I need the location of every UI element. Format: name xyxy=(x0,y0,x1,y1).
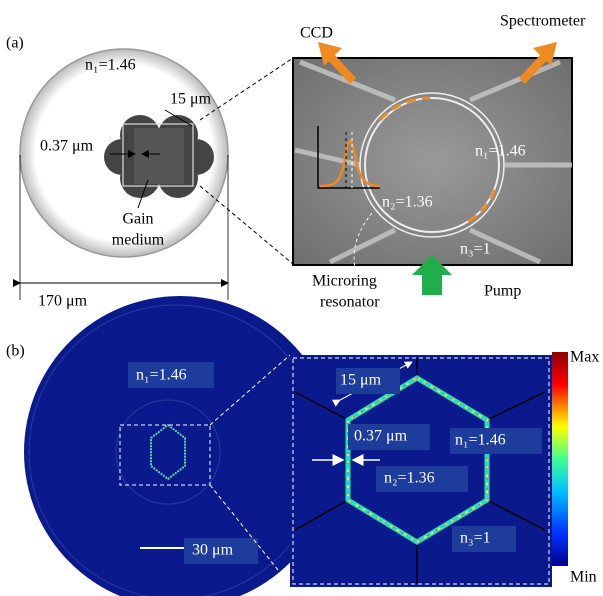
panel-a: (a) n₁=1.46 15 μm 0.37 μm Gain medium 17… xyxy=(6,13,586,311)
colorbar-min: Min xyxy=(570,569,597,586)
zoom-n1: n₁=1.46 xyxy=(475,143,526,160)
ccd-label: CCD xyxy=(300,25,333,42)
zoom-n2: n₂=1.36 xyxy=(382,194,433,211)
gain-medium-label: Gain xyxy=(122,211,153,228)
spectrometer-label: Spectrometer xyxy=(500,13,586,30)
side-length: 15 μm xyxy=(340,372,382,389)
fiber-index: n₁=1.46 xyxy=(85,57,136,74)
wall-width: 0.37 μm xyxy=(354,428,408,445)
colorbar-max: Max xyxy=(570,349,599,366)
resonator-label: Microring xyxy=(312,273,377,290)
simulation-domain xyxy=(24,296,336,596)
zoom-n2: n₂=1.36 xyxy=(384,470,435,487)
zoom-n3: n₃=1 xyxy=(460,241,491,258)
panel-b: (b) n₁=1.46 30 μm 15 μm 0.37 μm n₁=1.46 … xyxy=(6,296,599,596)
figure: (a) n₁=1.46 15 μm 0.37 μm Gain medium 17… xyxy=(0,0,603,596)
colorbar xyxy=(552,352,568,566)
zoom-n3: n₃=1 xyxy=(460,530,491,547)
panel-label: (b) xyxy=(6,343,25,360)
scale-bar-label: 30 μm xyxy=(192,542,234,559)
fiber-index: n₁=1.46 xyxy=(136,367,187,384)
zoom-connector xyxy=(200,58,293,120)
resonator-label: resonator xyxy=(320,294,380,311)
gain-medium-label: medium xyxy=(112,232,165,249)
wall-width: 0.37 μm xyxy=(40,138,94,155)
panel-label: (a) xyxy=(6,35,24,52)
side-length: 15 μm xyxy=(170,91,212,108)
zoom-n1: n₁=1.46 xyxy=(455,432,506,449)
pump-label: Pump xyxy=(484,283,521,300)
diameter-label: 170 μm xyxy=(38,293,88,310)
